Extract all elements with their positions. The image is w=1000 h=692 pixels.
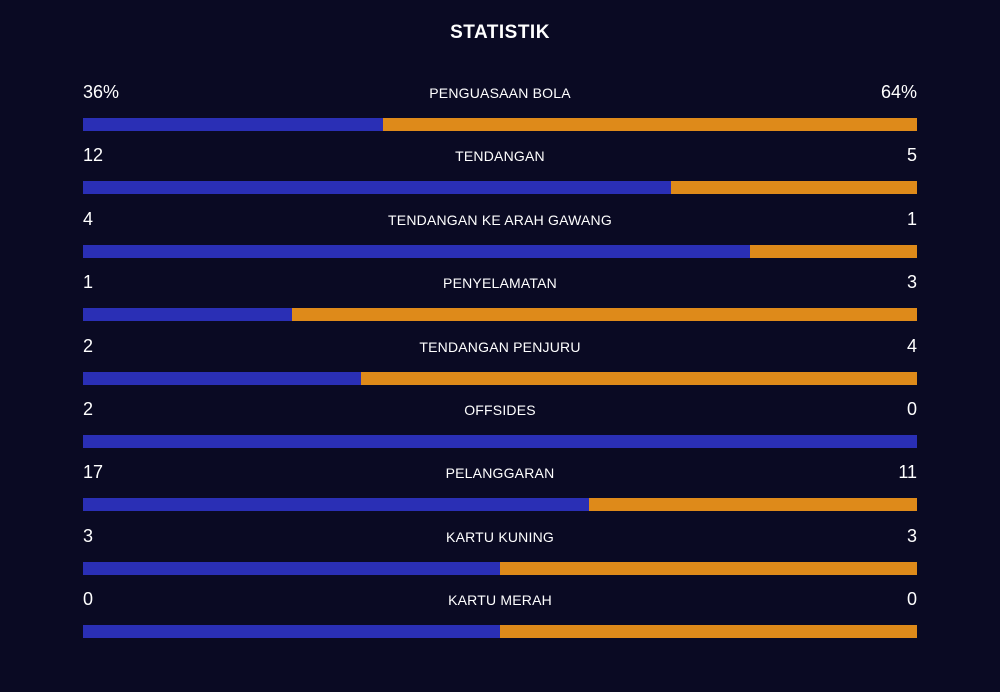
stat-label: PELANGGARAN [445,465,555,482]
comparison-bar [83,625,917,639]
away-value: 4 [906,335,917,356]
stat-row: KARTU MERAH 0 0 [83,587,917,650]
home-bar-segment [83,308,292,322]
stat-row: OFFSIDES 2 0 [83,397,917,460]
stat-label: TENDANGAN KE ARAH GAWANG [388,211,612,228]
away-bar-segment [589,498,917,512]
stat-values: KARTU KUNING 3 3 [83,524,917,550]
away-bar-segment [291,308,917,322]
stat-row: KARTU KUNING 3 3 [83,524,917,587]
home-value: 4 [83,208,94,229]
stat-label: OFFSIDES [464,401,536,418]
home-value: 1 [83,272,94,293]
comparison-bar [83,561,917,575]
stat-values: PENGUASAAN BOLA 36% 64% [83,80,917,106]
comparison-bar [83,434,917,448]
home-value: 0 [83,589,94,610]
stat-label: KARTU KUNING [446,528,554,545]
away-bar-segment [750,244,917,258]
home-value: 2 [83,335,94,356]
home-bar-segment [83,181,671,195]
home-bar-segment [83,498,590,512]
stat-row: TENDANGAN PENJURU 2 4 [83,334,917,397]
away-bar-segment [670,181,917,195]
home-bar-segment [83,561,500,575]
home-value: 17 [83,462,104,483]
away-value: 1 [906,208,917,229]
comparison-bar [83,308,917,322]
away-value: 11 [898,462,917,483]
home-value: 2 [83,398,94,419]
home-value: 3 [83,525,94,546]
stat-row: TENDANGAN KE ARAH GAWANG 4 1 [83,207,917,270]
stat-values: TENDANGAN KE ARAH GAWANG 4 1 [83,207,917,233]
stat-values: OFFSIDES 2 0 [83,397,917,423]
home-bar-segment [83,625,500,639]
comparison-bar [83,118,917,131]
away-bar-segment [500,561,917,575]
stat-values: PENYELAMATAN 1 3 [83,270,917,296]
away-value: 64% [880,82,917,102]
stat-row: PENGUASAAN BOLA 36% 64% [83,80,917,143]
comparison-bar [83,498,917,512]
away-bar-segment [500,625,917,639]
home-bar-segment [83,118,384,131]
comparison-bar [83,244,917,258]
home-value: 36% [83,82,120,102]
stats-list: PENGUASAAN BOLA 36% 64% TENDANGAN 12 5 TENDANG… [83,80,917,651]
stat-label: PENYELAMATAN [443,275,557,292]
stat-label: TENDANGAN PENJURU [419,338,581,355]
home-value: 12 [83,145,104,166]
stat-values: TENDANGAN 12 5 [83,143,917,169]
stat-values: PELANGGARAN 17 11 [83,460,917,486]
comparison-bar [83,371,917,385]
away-value: 0 [906,589,917,610]
home-bar-segment [83,244,751,258]
away-value: 0 [906,398,917,419]
away-bar-segment [360,371,917,385]
away-value: 3 [906,272,917,293]
stat-values: KARTU MERAH 0 0 [83,587,917,613]
stat-label: PENGUASAAN BOLA [429,85,571,101]
comparison-bar [83,181,917,195]
away-value: 3 [906,525,917,546]
stat-values: TENDANGAN PENJURU 2 4 [83,334,917,360]
away-value: 5 [906,145,917,166]
stat-row: PELANGGARAN 17 11 [83,460,917,523]
stat-row: TENDANGAN 12 5 [83,143,917,206]
stat-label: KARTU MERAH [448,592,552,609]
home-bar-segment [83,371,361,385]
away-bar-segment [383,118,917,131]
stat-row: PENYELAMATAN 1 3 [83,270,917,333]
home-bar-segment [83,434,917,448]
page-title: STATISTIK [450,22,550,43]
stat-label: TENDANGAN [455,148,545,165]
